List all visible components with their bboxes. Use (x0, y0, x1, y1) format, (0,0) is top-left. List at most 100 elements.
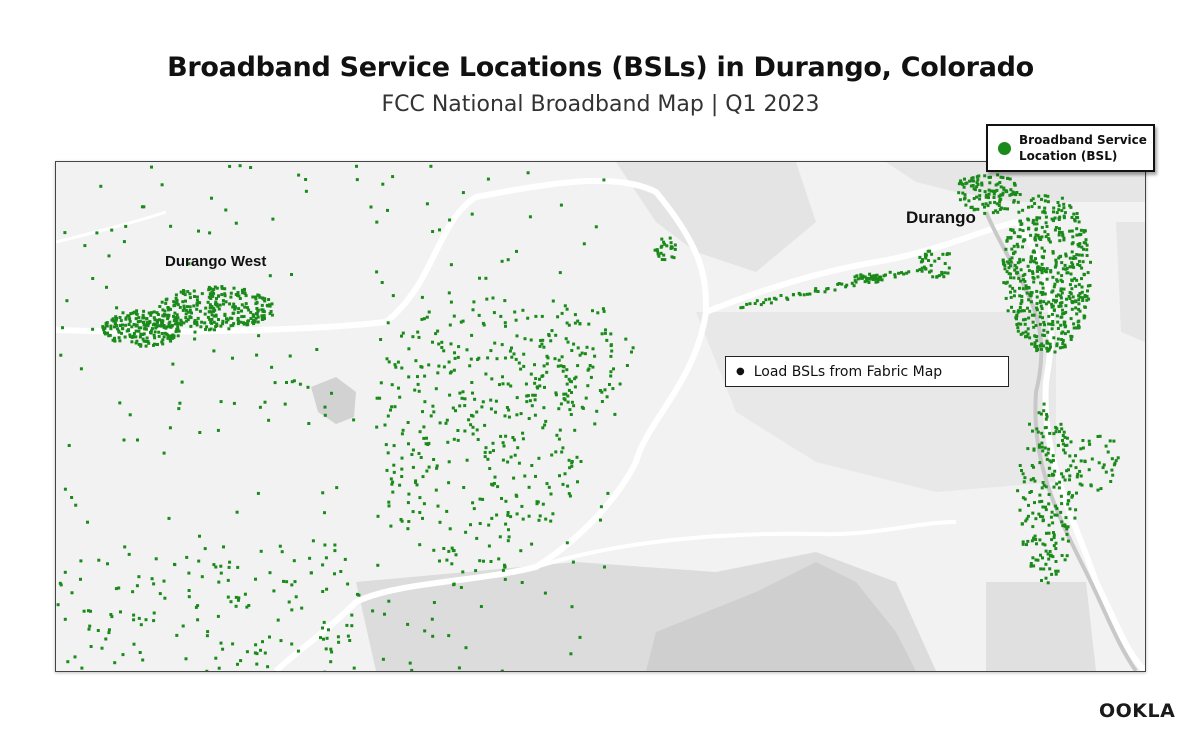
bsl-point (570, 464, 574, 468)
bsl-point (550, 329, 554, 333)
bsl-point (198, 309, 202, 313)
bsl-point (672, 256, 676, 260)
bsl-point (603, 388, 607, 392)
bsl-point (1069, 272, 1073, 276)
bsl-point (499, 434, 503, 438)
bsl-point (435, 464, 439, 468)
bsl-point (558, 271, 562, 275)
bsl-point (227, 565, 231, 569)
bsl-point (1060, 520, 1064, 524)
bsl-point (1076, 216, 1080, 220)
bsl-point (1047, 531, 1051, 535)
bsl-point (1067, 468, 1070, 472)
bsl-point (854, 280, 858, 284)
bsl-point (1031, 197, 1035, 201)
bsl-point (180, 380, 184, 384)
bsl-point (249, 317, 253, 320)
bsl-point (437, 342, 441, 346)
bsl-point (1068, 297, 1072, 300)
bsl-point (196, 618, 200, 622)
bsl-point (1074, 306, 1078, 310)
bsl-point (1074, 256, 1078, 260)
bsl-point (1003, 207, 1007, 211)
bsl-point (396, 360, 400, 364)
bsl-point (591, 309, 594, 313)
bsl-point (1061, 475, 1065, 479)
bsl-point (976, 207, 980, 211)
bsl-point (184, 308, 188, 312)
bsl-point (1097, 461, 1101, 465)
bsl-point (980, 183, 984, 187)
bsl-point (145, 317, 149, 321)
bsl-point (195, 323, 199, 327)
bsl-point (1031, 429, 1034, 433)
bsl-point (779, 294, 783, 297)
bsl-point (565, 541, 569, 545)
bsl-point (543, 385, 546, 389)
bsl-point (1039, 567, 1043, 571)
bsl-point (385, 357, 389, 361)
bsl-point (927, 259, 930, 262)
bsl-point (1052, 544, 1056, 548)
bsl-point (484, 276, 488, 280)
bsl-point (1047, 314, 1051, 318)
bsl-point (845, 283, 849, 287)
bsl-point (86, 520, 89, 524)
bsl-point (1065, 554, 1069, 558)
bsl-point (1042, 255, 1045, 259)
bsl-point (579, 460, 583, 463)
bsl-point (1018, 193, 1022, 196)
bsl-point (383, 423, 387, 427)
bsl-point (484, 446, 488, 450)
bsl-point (659, 251, 663, 255)
highway-road (704, 218, 1145, 671)
bsl-point (445, 558, 449, 562)
bsl-point (1027, 269, 1031, 273)
bsl-point (1090, 457, 1094, 461)
bsl-point (143, 326, 147, 330)
bsl-point (1023, 317, 1027, 321)
bsl-point (390, 405, 394, 409)
bsl-point (475, 410, 479, 414)
bsl-point (1050, 510, 1054, 514)
bsl-point (150, 311, 154, 315)
bsl-point (496, 485, 500, 489)
bsl-point (247, 319, 250, 323)
load-bsls-button[interactable]: ● Load BSLs from Fabric Map (725, 356, 1009, 387)
bsl-point (470, 212, 474, 216)
bsl-point (245, 605, 249, 609)
bsl-point (567, 492, 571, 496)
map-canvas[interactable]: Durango West Durango ● Load BSLs from Fa… (55, 161, 1146, 672)
bsl-point (442, 349, 446, 353)
bsl-point (1052, 533, 1056, 537)
bsl-point (1110, 457, 1114, 461)
bsl-point (217, 318, 220, 321)
bsl-point (251, 313, 255, 317)
bsl-point (1061, 524, 1065, 528)
bsl-point (1062, 216, 1066, 220)
bsl-point (1070, 216, 1074, 219)
bsl-point (237, 307, 241, 311)
bsl-point (576, 319, 580, 323)
bsl-point (292, 559, 296, 563)
bsl-point (1075, 233, 1079, 237)
bsl-point (919, 260, 923, 264)
bsl-point (173, 300, 176, 304)
bsl-point (486, 356, 490, 360)
bsl-point (1033, 341, 1037, 345)
bsl-point (492, 449, 495, 453)
bsl-point (379, 381, 383, 385)
bsl-point (1026, 306, 1029, 310)
bsl-point (1012, 251, 1016, 255)
bsl-point (541, 426, 545, 430)
bsl-point (1081, 260, 1085, 264)
bsl-point (253, 651, 257, 655)
bsl-point (378, 396, 382, 400)
bsl-point (121, 311, 125, 315)
bsl-point (1059, 287, 1063, 291)
bsl-point (1060, 230, 1064, 234)
bsl-point (59, 353, 63, 357)
bsl-point (469, 423, 473, 427)
bsl-point (168, 426, 172, 430)
bsl-point (1060, 554, 1064, 557)
